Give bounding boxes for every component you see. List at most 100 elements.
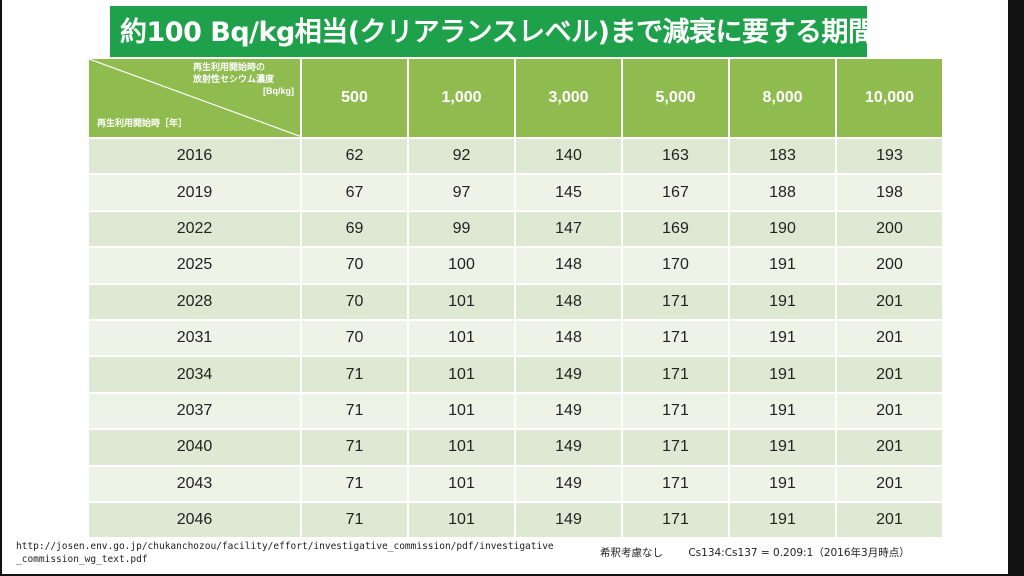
- value-cell: 67: [300, 173, 409, 212]
- value-cell: 101: [407, 391, 516, 431]
- value-cell: 201: [835, 355, 944, 394]
- value-cell: 101: [407, 428, 516, 467]
- table-row: 2034 71 101 149 171 191 201: [87, 355, 944, 394]
- row-year-cell: 2022: [87, 209, 302, 249]
- column-header: 3,000: [514, 57, 623, 139]
- row-year-cell: 2016: [87, 136, 302, 176]
- value-cell: 147: [514, 209, 623, 249]
- value-cell: 148: [514, 246, 623, 285]
- row-year-cell: 2034: [87, 355, 302, 394]
- column-axis-label: 再生利用開始時の 放射性セシウム濃度 [Bq/kg]: [192, 61, 294, 97]
- value-cell: 70: [300, 246, 409, 285]
- value-cell: 149: [514, 355, 623, 394]
- value-cell: 201: [835, 391, 944, 431]
- column-axis-label-line2: 放射性セシウム濃度: [192, 74, 274, 84]
- value-cell: 171: [621, 428, 730, 467]
- value-cell: 101: [407, 464, 516, 503]
- value-cell: 191: [728, 355, 837, 394]
- table-row: 2028 70 101 148 171 191 201: [87, 282, 944, 321]
- value-cell: 69: [300, 209, 409, 249]
- value-cell: 201: [835, 500, 944, 540]
- value-cell: 171: [621, 355, 730, 394]
- table-row: 2031 70 101 148 171 191 201: [87, 318, 944, 358]
- source-url: http://josen.env.go.jp/chukanchozou/faci…: [16, 541, 554, 565]
- value-cell: 149: [514, 500, 623, 540]
- value-cell: 190: [728, 209, 837, 249]
- value-cell: 201: [835, 318, 944, 358]
- value-cell: 163: [621, 136, 730, 176]
- table-header-row: 再生利用開始時の 放射性セシウム濃度 [Bq/kg] 再生利用開始時［年］ 50…: [87, 57, 944, 139]
- row-year-cell: 2031: [87, 318, 302, 358]
- table-row: 2046 71 101 149 171 191 201: [87, 500, 944, 540]
- value-cell: 97: [407, 173, 516, 212]
- table-corner-header: 再生利用開始時の 放射性セシウム濃度 [Bq/kg] 再生利用開始時［年］: [87, 57, 302, 139]
- value-cell: 149: [514, 464, 623, 503]
- value-cell: 191: [728, 500, 837, 540]
- value-cell: 191: [728, 391, 837, 431]
- value-cell: 71: [300, 355, 409, 394]
- value-cell: 71: [300, 500, 409, 540]
- value-cell: 170: [621, 246, 730, 285]
- table-row: 2022 69 99 147 169 190 200: [87, 209, 944, 249]
- column-header: 500: [300, 57, 409, 139]
- table-row: 2025 70 100 148 170 191 200: [87, 246, 944, 285]
- column-header: 10,000: [835, 57, 944, 139]
- footnote: 希釈考慮なし Cs134:Cs137 = 0.209:1（2016年3月時点）: [600, 545, 910, 560]
- value-cell: 200: [835, 209, 944, 249]
- value-cell: 183: [728, 136, 837, 176]
- value-cell: 140: [514, 136, 623, 176]
- value-cell: 101: [407, 318, 516, 358]
- row-year-cell: 2025: [87, 246, 302, 285]
- table-row: 2016 62 92 140 163 183 193: [87, 136, 944, 176]
- value-cell: 100: [407, 246, 516, 285]
- value-cell: 188: [728, 173, 837, 212]
- value-cell: 171: [621, 500, 730, 540]
- value-cell: 70: [300, 318, 409, 358]
- value-cell: 171: [621, 318, 730, 358]
- value-cell: 193: [835, 136, 944, 176]
- row-year-cell: 2040: [87, 428, 302, 467]
- value-cell: 191: [728, 464, 837, 503]
- value-cell: 191: [728, 246, 837, 285]
- footnote-dilution: 希釈考慮なし: [600, 547, 663, 559]
- row-year-cell: 2028: [87, 282, 302, 321]
- slide: 約100 Bq/kg相当(クリアランスレベル)まで減衰に要する期間 再生利用開始…: [2, 0, 1008, 574]
- value-cell: 200: [835, 246, 944, 285]
- decay-period-table: 再生利用開始時の 放射性セシウム濃度 [Bq/kg] 再生利用開始時［年］ 50…: [87, 57, 944, 540]
- value-cell: 191: [728, 318, 837, 358]
- value-cell: 101: [407, 355, 516, 394]
- value-cell: 171: [621, 391, 730, 431]
- value-cell: 92: [407, 136, 516, 176]
- value-cell: 167: [621, 173, 730, 212]
- row-axis-label: 再生利用開始時［年］: [97, 118, 188, 128]
- value-cell: 171: [621, 464, 730, 503]
- row-year-cell: 2019: [87, 173, 302, 212]
- column-axis-unit: [Bq/kg]: [263, 86, 294, 96]
- slide-title: 約100 Bq/kg相当(クリアランスレベル)まで減衰に要する期間: [110, 6, 867, 59]
- value-cell: 198: [835, 173, 944, 212]
- value-cell: 149: [514, 391, 623, 431]
- value-cell: 70: [300, 282, 409, 321]
- value-cell: 201: [835, 428, 944, 467]
- value-cell: 145: [514, 173, 623, 212]
- row-year-cell: 2043: [87, 464, 302, 503]
- table-row: 2037 71 101 149 171 191 201: [87, 391, 944, 431]
- table-row: 2040 71 101 149 171 191 201: [87, 428, 944, 467]
- table-row: 2019 67 97 145 167 188 198: [87, 173, 944, 212]
- value-cell: 171: [621, 282, 730, 321]
- value-cell: 201: [835, 464, 944, 503]
- value-cell: 149: [514, 428, 623, 467]
- value-cell: 99: [407, 209, 516, 249]
- table-row: 2043 71 101 149 171 191 201: [87, 464, 944, 503]
- column-header: 5,000: [621, 57, 730, 139]
- value-cell: 191: [728, 428, 837, 467]
- value-cell: 201: [835, 282, 944, 321]
- column-header: 8,000: [728, 57, 837, 139]
- column-axis-label-line1: 再生利用開始時の: [192, 62, 265, 72]
- value-cell: 148: [514, 282, 623, 321]
- value-cell: 101: [407, 282, 516, 321]
- value-cell: 148: [514, 318, 623, 358]
- corner-diagonal-line: [90, 60, 299, 136]
- value-cell: 71: [300, 391, 409, 431]
- value-cell: 71: [300, 464, 409, 503]
